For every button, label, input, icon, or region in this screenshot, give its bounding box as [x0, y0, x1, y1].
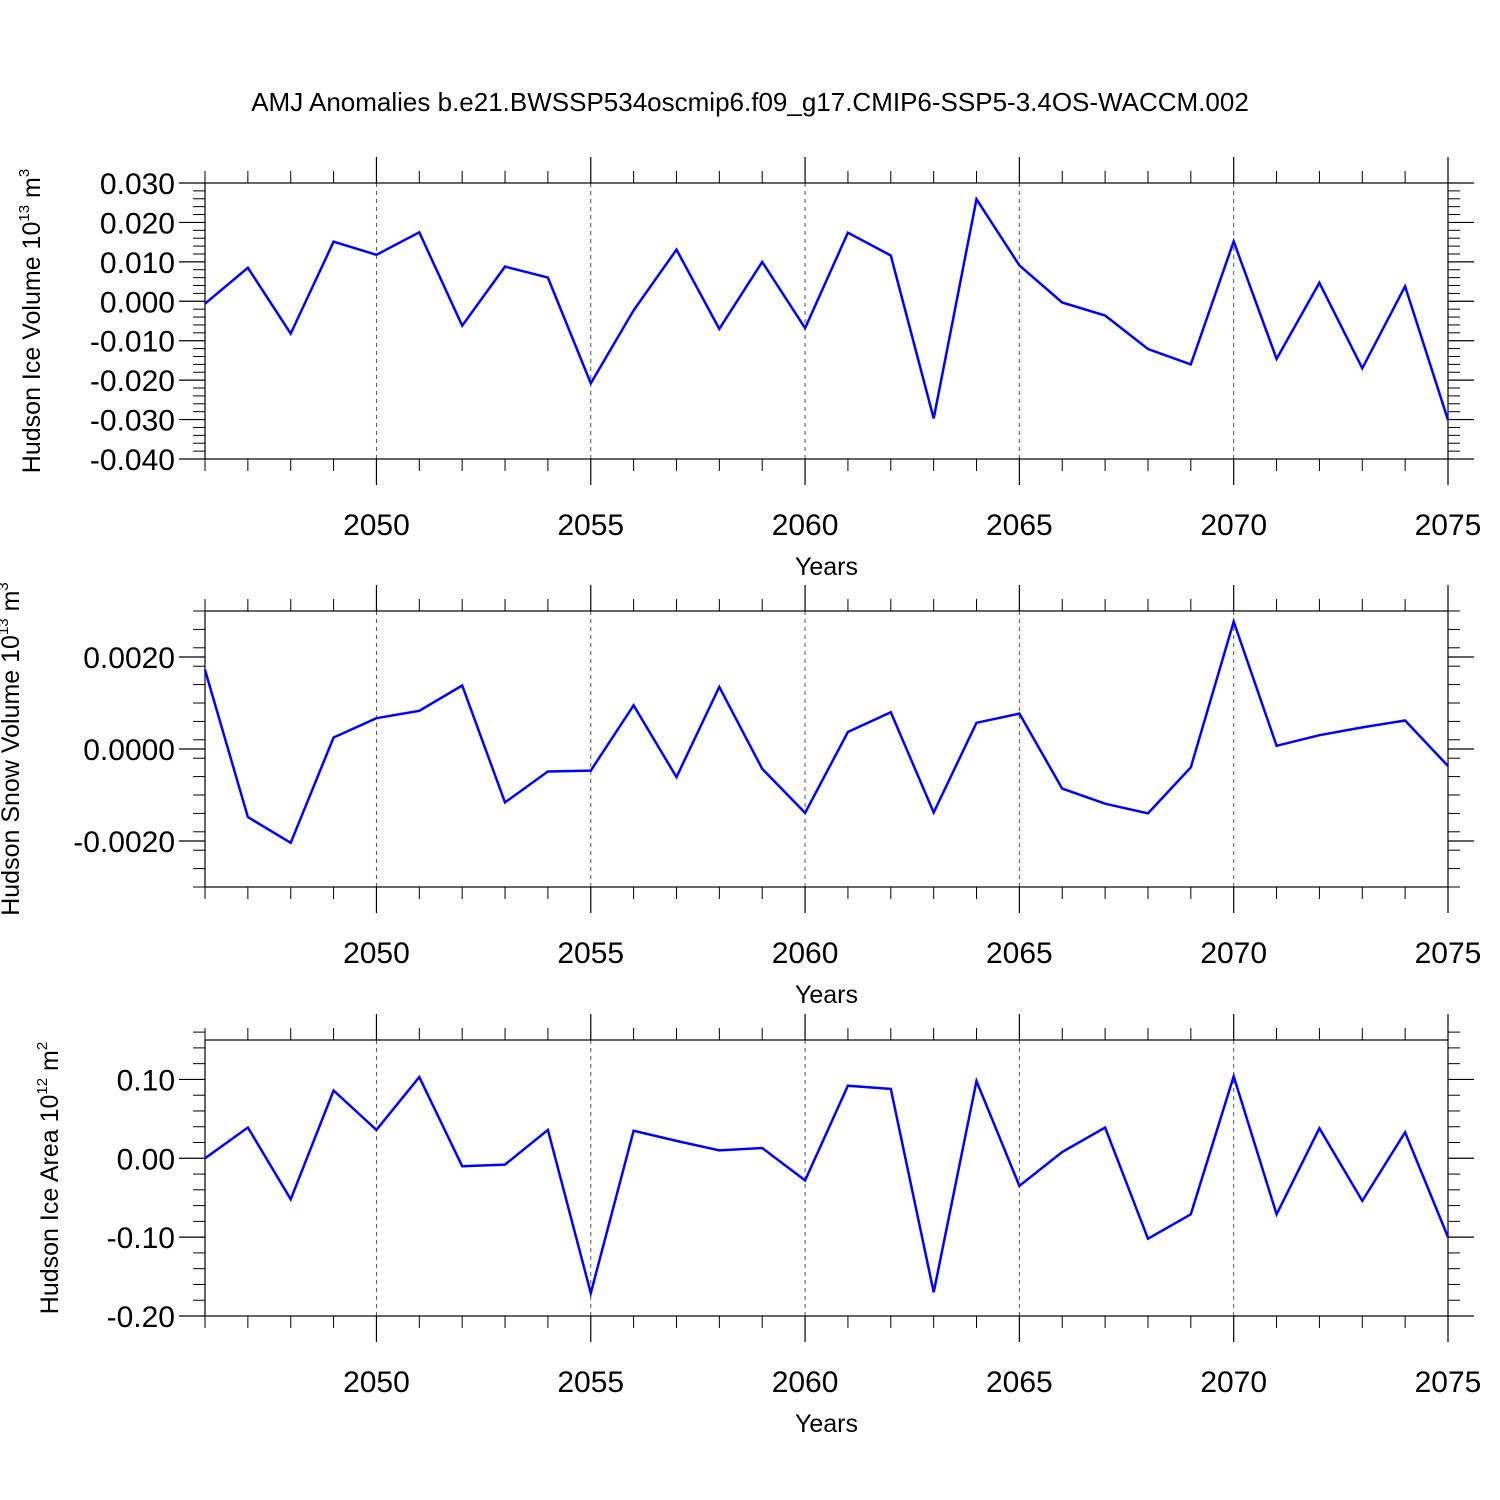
- y-tick-label: 0.030: [100, 168, 175, 201]
- figure-title: AMJ Anomalies b.e21.BWSSP534oscmip6.f09_…: [251, 87, 1249, 117]
- x-tick-label: 2065: [986, 1366, 1053, 1399]
- x-tick-label: 2050: [343, 1366, 410, 1399]
- x-tick-label: 2050: [343, 937, 410, 970]
- x-tick-label: 2055: [557, 1366, 624, 1399]
- x-tick-label: 2050: [343, 509, 410, 542]
- y-axis-label: Hudson Ice Area 1012 m2: [34, 1042, 64, 1314]
- x-tick-label: 2060: [772, 937, 839, 970]
- y-tick-label: -0.20: [107, 1301, 175, 1334]
- plot-frame: [204, 1039, 1449, 1317]
- y-tick-label: -0.020: [90, 365, 175, 398]
- y-tick-label: -0.010: [90, 326, 175, 359]
- plot-frame: [204, 182, 1449, 460]
- series-line: [203, 617, 1449, 845]
- x-tick-label: 2065: [986, 937, 1053, 970]
- series-line: [204, 1072, 1450, 1299]
- x-tick-label: 2060: [772, 1366, 839, 1399]
- y-axis-label: Hudson Snow Volume 1013 m3: [0, 582, 25, 916]
- x-tick-label: 2055: [557, 509, 624, 542]
- x-axis-label: Years: [795, 981, 858, 1009]
- y-tick-label: -0.030: [90, 405, 175, 438]
- y-tick-label: 0.020: [100, 207, 175, 240]
- y-tick-label: 0.0000: [83, 734, 175, 767]
- x-tick-label: 2055: [557, 937, 624, 970]
- y-tick-label: 0.010: [100, 247, 175, 280]
- x-tick-label: 2075: [1415, 509, 1482, 542]
- y-axis-label: Hudson Ice Volume 1013 m3: [16, 169, 46, 473]
- x-tick-label: 2075: [1415, 937, 1482, 970]
- x-tick-label: 2075: [1415, 1366, 1482, 1399]
- chart-panel-3: -0.20 -0.10 0.00 0.10 2050 2055 2060 2065 2070 20…: [34, 1014, 1481, 1438]
- x-tick-label: 2070: [1200, 509, 1267, 542]
- chart-panel-1: -0.040 -0.030 -0.020 -0.010 0.000 0.010 0.020 0…: [16, 157, 1481, 581]
- y-tick-label: -0.10: [107, 1222, 175, 1255]
- x-tick-label: 2070: [1200, 1366, 1267, 1399]
- y-tick-label: 0.00: [117, 1143, 175, 1176]
- y-tick-label: 0.000: [100, 286, 175, 319]
- x-tick-label: 2060: [772, 509, 839, 542]
- plot-frame: [204, 610, 1449, 888]
- chart-panels: -0.040 -0.030 -0.020 -0.010 0.000 0.010 0.020 0…: [0, 157, 1481, 1438]
- y-tick-label: -0.040: [90, 444, 175, 477]
- series-line: [204, 195, 1450, 421]
- y-tick-label: 0.0020: [83, 642, 175, 675]
- y-tick-label: -0.0020: [73, 826, 175, 859]
- x-tick-label: 2070: [1200, 937, 1267, 970]
- x-axis-label: Years: [795, 553, 858, 581]
- x-tick-label: 2065: [986, 509, 1053, 542]
- x-axis-label: Years: [795, 1410, 858, 1438]
- chart-panel-2: -0.0020 0.0000 0.0020 2050 2055 2060 2065 2070 2…: [0, 582, 1481, 1009]
- y-tick-label: 0.10: [117, 1064, 175, 1097]
